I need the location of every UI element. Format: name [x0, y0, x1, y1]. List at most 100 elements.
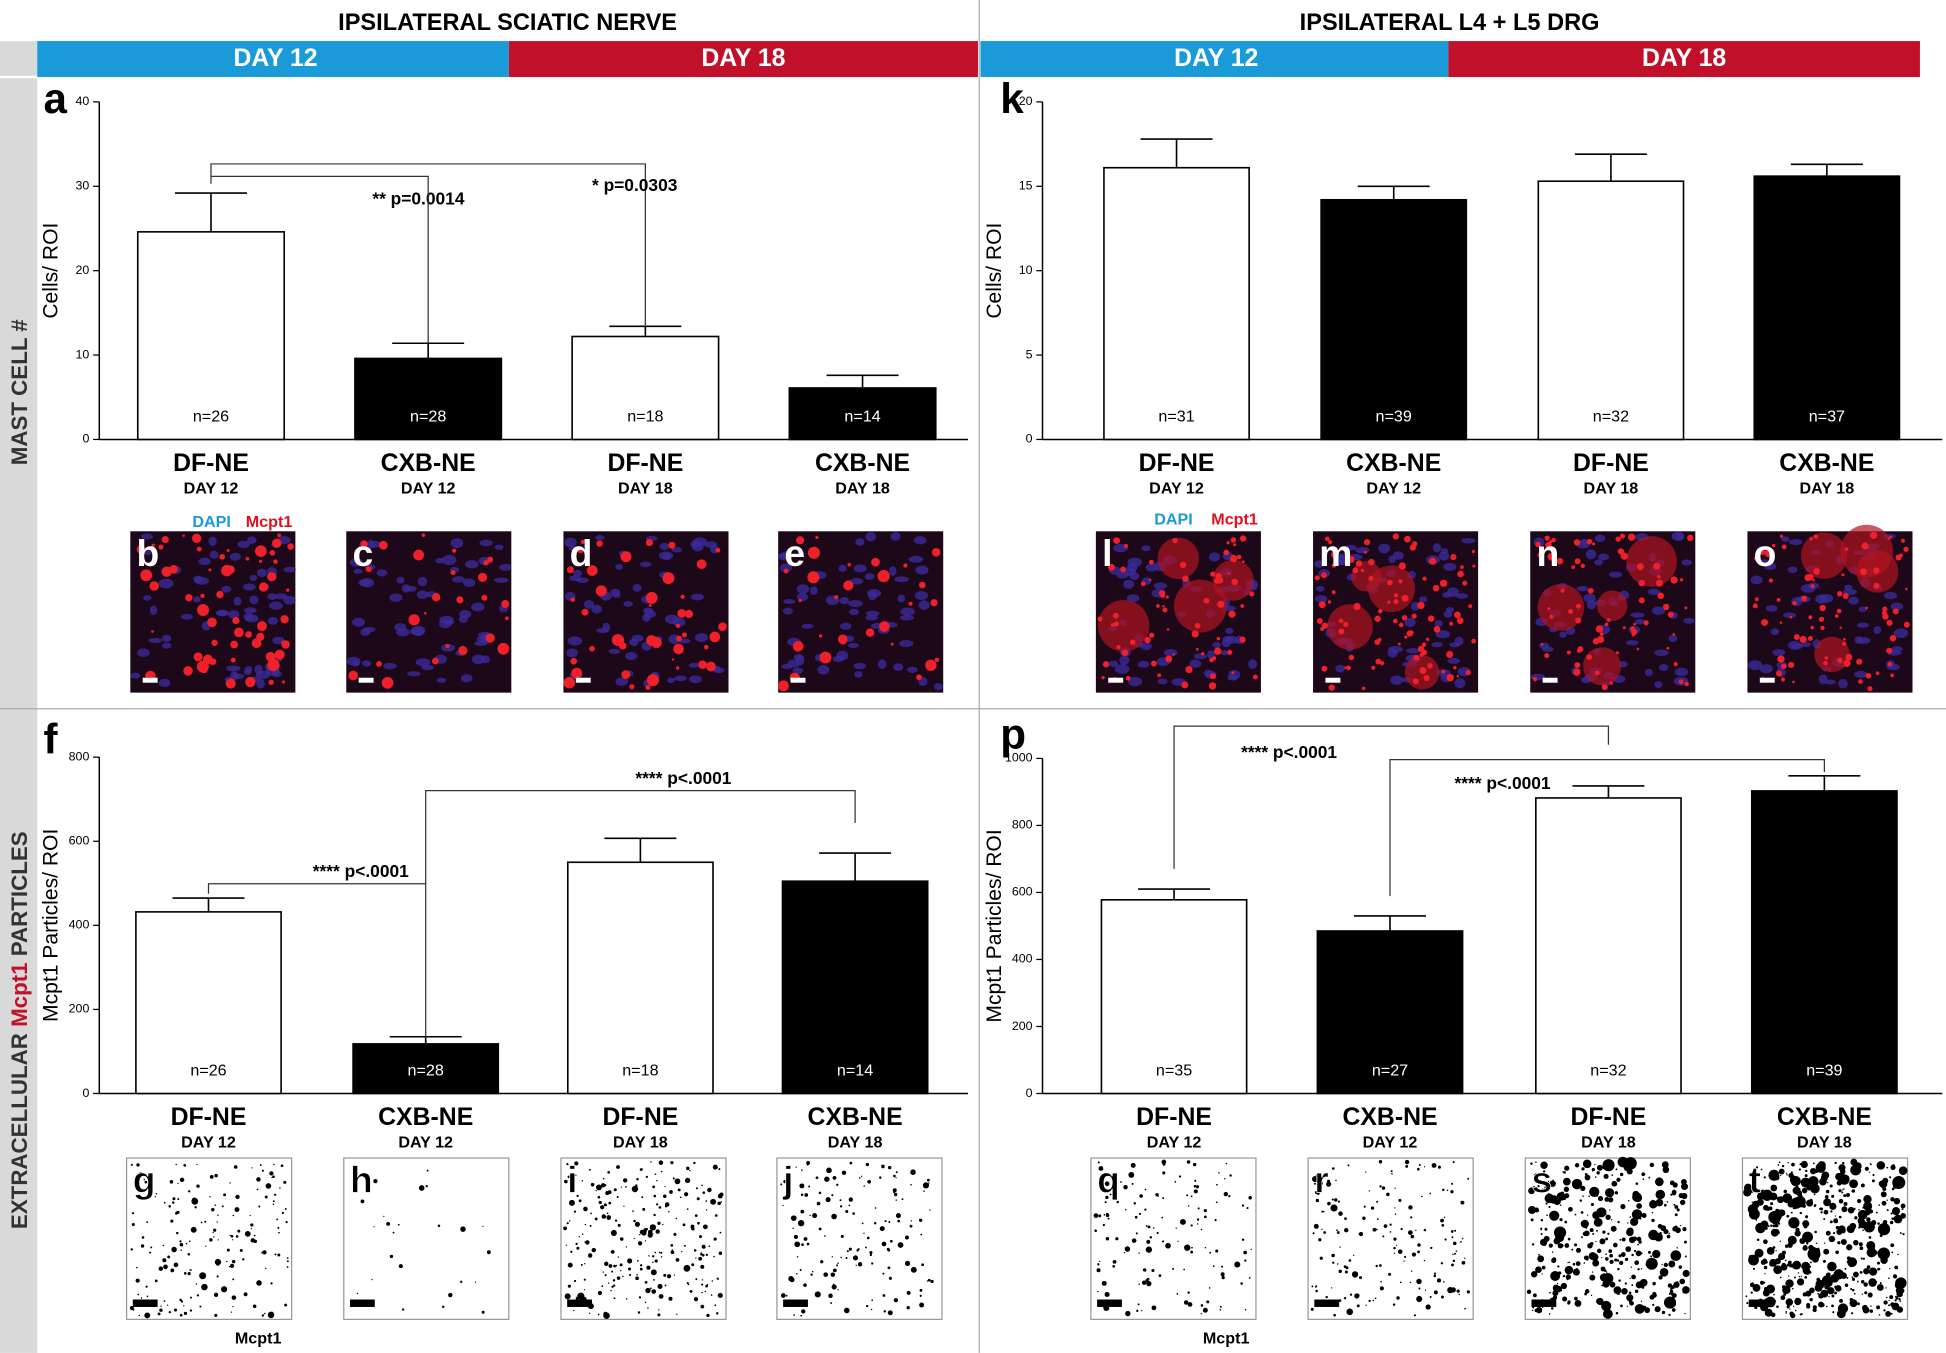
particle: [1537, 1185, 1540, 1188]
particle: [604, 1261, 609, 1266]
particle: [1668, 1260, 1676, 1268]
particle: [1382, 1235, 1385, 1238]
particle: [1433, 1290, 1438, 1295]
particle: [840, 1256, 842, 1259]
particle: [1376, 1218, 1379, 1221]
particle: [1115, 1237, 1119, 1241]
nucleus: [1431, 642, 1443, 648]
particle: [1838, 1189, 1842, 1193]
particle: [1659, 1199, 1661, 1202]
particle: [1842, 1161, 1845, 1165]
particle: [1637, 1268, 1640, 1271]
mast-cell: [1540, 643, 1544, 646]
particle: [1812, 1162, 1815, 1165]
mast-cell: [1631, 628, 1638, 636]
mast-cell: [1777, 655, 1785, 663]
mast-cell: [570, 657, 578, 665]
particle: [132, 1308, 135, 1311]
particle: [701, 1279, 704, 1281]
particle: [1196, 1223, 1199, 1225]
particle: [1809, 1178, 1815, 1184]
nucleus: [192, 596, 201, 603]
particle: [1433, 1272, 1437, 1275]
nucleus: [158, 578, 174, 589]
particle: [1396, 1296, 1400, 1300]
particle: [1594, 1188, 1597, 1191]
particle: [1368, 1190, 1370, 1192]
nucleus: [1681, 559, 1692, 566]
particle: [1096, 1268, 1101, 1273]
particle: [929, 1209, 931, 1211]
particle: [1220, 1272, 1225, 1277]
particle: [1225, 1162, 1228, 1165]
particle: [1584, 1289, 1590, 1294]
particle: [918, 1218, 923, 1222]
particle: [1764, 1273, 1766, 1275]
mast-cell: [1233, 543, 1237, 547]
nucleus: [415, 658, 431, 667]
particle: [176, 1231, 179, 1235]
particle: [1243, 1250, 1248, 1255]
image-letter: t: [1749, 1159, 1761, 1201]
particle: [1760, 1168, 1763, 1171]
particle: [1769, 1216, 1774, 1221]
mast-cell: [1401, 614, 1408, 621]
mast-cell: [140, 569, 153, 582]
nucleus: [1334, 555, 1348, 566]
band-label: DAY 18: [701, 45, 785, 72]
x-tick-label: CXB-NE: [1779, 450, 1874, 477]
nucleus: [1445, 607, 1455, 613]
nucleus: [897, 594, 906, 603]
particle: [719, 1192, 724, 1197]
particle: [1814, 1204, 1817, 1207]
mast-cell: [680, 594, 685, 599]
particle: [230, 1234, 234, 1238]
particle: [1871, 1247, 1876, 1252]
n-label: n=35: [1156, 1061, 1192, 1079]
particle: [1186, 1160, 1191, 1164]
particle: [1535, 1266, 1542, 1274]
particle: [575, 1242, 578, 1246]
particle: [608, 1264, 613, 1268]
particle: [684, 1192, 689, 1197]
particle: [1530, 1162, 1533, 1165]
mast-cell: [1172, 537, 1178, 544]
particle: [1881, 1200, 1887, 1206]
particle: [209, 1196, 211, 1198]
mast-cell: [1172, 653, 1175, 656]
particle: [686, 1166, 690, 1171]
particle: [568, 1220, 571, 1222]
particle: [1781, 1164, 1785, 1168]
mast-cell: [1252, 674, 1258, 680]
particle: [719, 1231, 722, 1234]
particle: [1204, 1215, 1207, 1219]
particle: [1596, 1171, 1600, 1175]
particle: [1631, 1284, 1634, 1287]
significance-bracket: [1173, 725, 1610, 869]
mast-cell: [1229, 554, 1238, 563]
particle: [583, 1289, 586, 1291]
particle: [1796, 1278, 1805, 1286]
particle: [1397, 1249, 1403, 1254]
particle: [250, 1223, 254, 1227]
particle: [1808, 1271, 1812, 1274]
particle: [576, 1194, 579, 1198]
nucleus: [893, 663, 904, 671]
mast-cell: [245, 631, 252, 638]
particle: [583, 1278, 586, 1281]
particle: [904, 1235, 909, 1240]
particle: [1368, 1299, 1371, 1303]
particle: [610, 1249, 615, 1254]
particle: [1623, 1237, 1626, 1240]
particle: [809, 1214, 811, 1217]
particle: [1892, 1274, 1898, 1279]
particle: [1756, 1198, 1764, 1206]
mast-cell: [1101, 675, 1105, 680]
particle: [1098, 1166, 1104, 1171]
particle: [1750, 1285, 1752, 1288]
particle: [1546, 1214, 1548, 1217]
particle: [879, 1226, 885, 1232]
particle: [1248, 1276, 1251, 1279]
particle: [1165, 1242, 1171, 1249]
mast-cell: [1679, 578, 1684, 582]
